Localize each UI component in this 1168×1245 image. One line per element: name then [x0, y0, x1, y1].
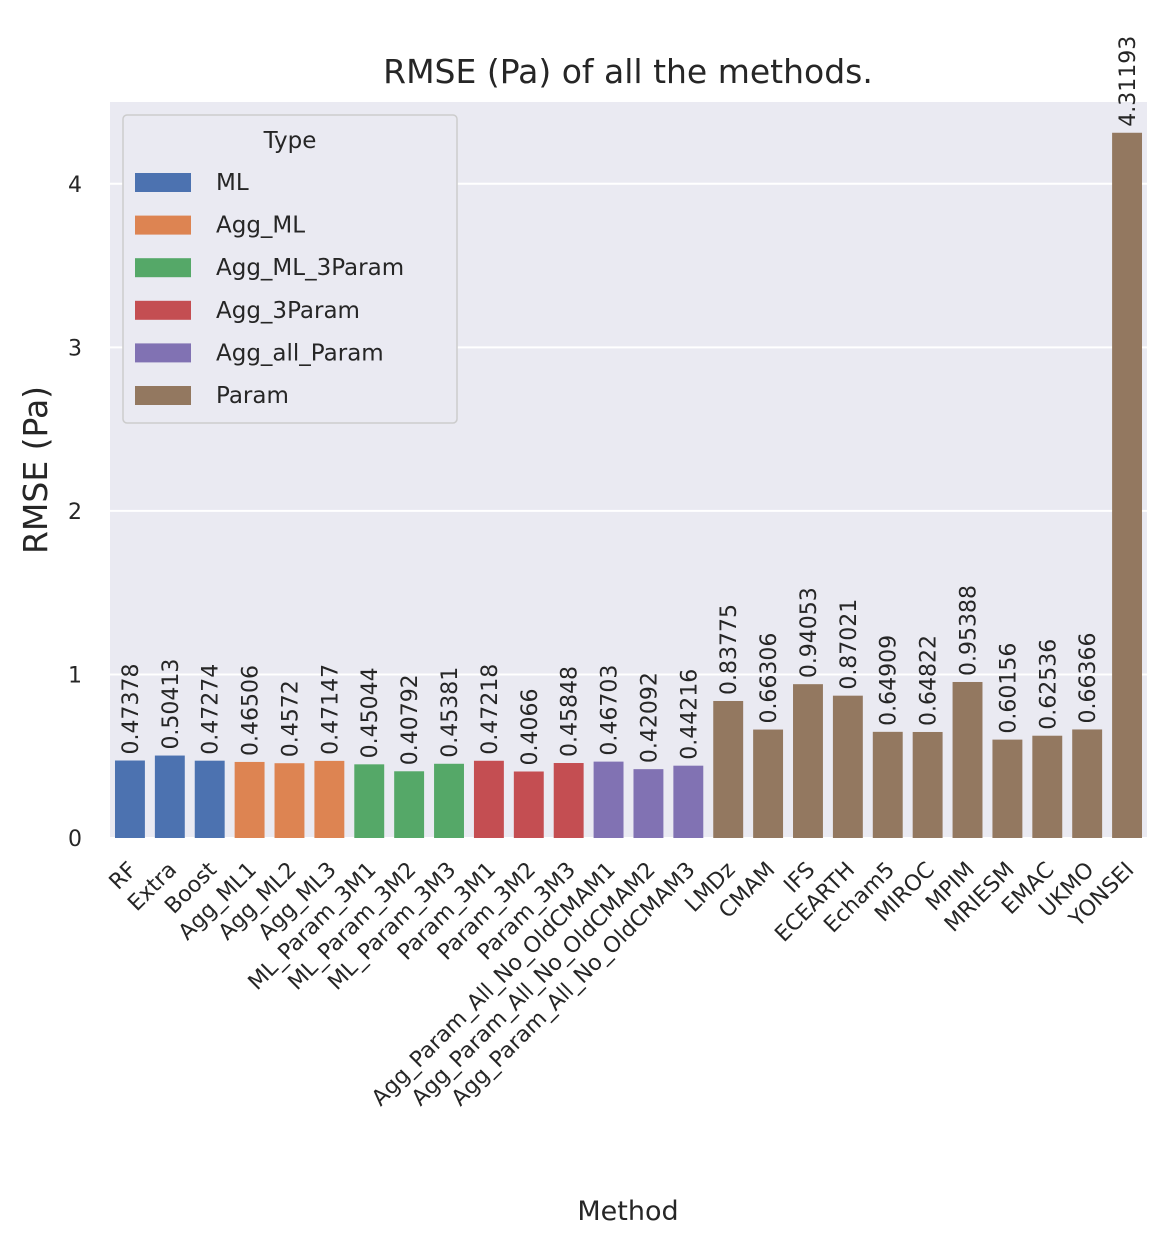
- data-label: 0.40792: [398, 674, 423, 765]
- legend-label: Agg_ML_3Param: [216, 255, 404, 281]
- data-label: 0.44216: [677, 669, 702, 760]
- bar-ML_Param_3M3: [434, 763, 464, 838]
- legend-swatch: [135, 300, 191, 320]
- bar-Extra: [154, 755, 185, 838]
- data-label: 0.45381: [438, 667, 463, 758]
- legend-label: Agg_all_Param: [216, 340, 384, 366]
- bar-EMAC: [1032, 735, 1063, 838]
- y-tick-label: 4: [68, 173, 82, 198]
- data-label: 0.64822: [917, 635, 942, 726]
- data-label: 0.50413: [159, 659, 184, 750]
- chart-title: RMSE (Pa) of all the methods.: [383, 52, 873, 91]
- legend-swatch: [135, 215, 191, 235]
- bar-Agg_ML3: [314, 760, 345, 838]
- data-label: 0.60156: [996, 643, 1021, 734]
- bar-Param_3M1: [473, 760, 504, 838]
- data-label: 0.45044: [358, 667, 383, 758]
- bar-RF: [114, 760, 145, 838]
- y-tick-label: 2: [68, 500, 82, 525]
- bar-Param_3M2: [513, 771, 544, 838]
- data-label: 0.95388: [957, 585, 982, 676]
- data-label: 0.45848: [558, 666, 583, 757]
- bar-MRIESM: [992, 739, 1023, 838]
- legend-label: ML: [216, 170, 249, 196]
- bar-IFS: [793, 684, 823, 838]
- data-label: 0.66366: [1076, 632, 1101, 723]
- legend-swatch: [135, 386, 191, 405]
- bar-Agg_Param_All_No_OldCMAM3: [673, 765, 704, 838]
- legend-title: Type: [263, 128, 317, 154]
- bar-Param_3M3: [553, 763, 584, 838]
- bar-ECEARTH: [832, 695, 863, 838]
- data-label: 0.4066: [518, 689, 543, 766]
- bar-Agg_ML1: [234, 761, 265, 838]
- data-label: 0.64909: [877, 635, 902, 726]
- bar-Agg_Param_All_No_OldCMAM1: [593, 761, 624, 838]
- bar-MIROC: [912, 731, 943, 838]
- y-tick-label: 3: [68, 336, 82, 361]
- data-label: 0.83775: [717, 604, 742, 695]
- bar-MPIM: [952, 681, 983, 838]
- bar-ML_Param_3M2: [394, 771, 425, 838]
- bar-UKMO: [1072, 729, 1103, 838]
- legend-box: [122, 114, 458, 424]
- data-label: 0.42092: [637, 672, 662, 763]
- bar-LMDz: [713, 700, 744, 838]
- legend-swatch: [135, 173, 191, 192]
- y-tick-label: 0: [68, 827, 82, 852]
- bar-Boost: [194, 760, 225, 838]
- data-label: 0.46703: [598, 665, 623, 756]
- data-labels: 0.47378 0.50413 0.47274 0.46506 0.4572 0.4714…: [119, 36, 1141, 766]
- legend-label: Param: [216, 383, 289, 409]
- data-label: 4.31193: [1116, 36, 1141, 127]
- bar-ML_Param_3M1: [354, 764, 385, 838]
- data-label: 0.47147: [318, 664, 343, 755]
- data-label: 0.66306: [757, 633, 782, 724]
- y-tick-label: 1: [68, 663, 82, 688]
- data-label: 0.62536: [1036, 639, 1061, 730]
- y-axis-title: RMSE (Pa): [16, 386, 55, 554]
- legend: Type ML Agg_ML Agg_ML_3Param Agg_3Param Agg_…: [122, 114, 458, 424]
- legend-label: Agg_ML: [216, 213, 305, 239]
- data-label: 0.94053: [797, 587, 822, 678]
- bar-Agg_Param_All_No_OldCMAM2: [633, 769, 664, 838]
- bar-Agg_ML2: [274, 763, 305, 838]
- legend-swatch: [135, 343, 191, 363]
- legend-entries: ML Agg_ML Agg_ML_3Param Agg_3Param Agg_all_P…: [135, 170, 404, 409]
- bars: [114, 132, 1143, 838]
- x-axis-ticks: RFExtraBoostAgg_ML1Agg_ML2Agg_ML3ML_Para…: [105, 857, 1140, 1111]
- data-label: 0.47378: [119, 664, 144, 755]
- data-label: 0.4572: [278, 680, 303, 757]
- bar-Echam5: [872, 731, 903, 838]
- x-axis-title: Method: [577, 1196, 678, 1227]
- bar-CMAM: [753, 729, 784, 838]
- legend-swatch: [135, 258, 191, 278]
- data-label: 0.87021: [837, 599, 862, 690]
- data-label: 0.47218: [478, 664, 503, 755]
- y-axis-ticks: 0 1 2 3 4: [68, 173, 82, 852]
- data-label: 0.46506: [239, 665, 264, 756]
- legend-label: Agg_3Param: [216, 298, 360, 324]
- data-label: 0.47274: [199, 664, 224, 755]
- bar-YONSEI: [1112, 132, 1143, 838]
